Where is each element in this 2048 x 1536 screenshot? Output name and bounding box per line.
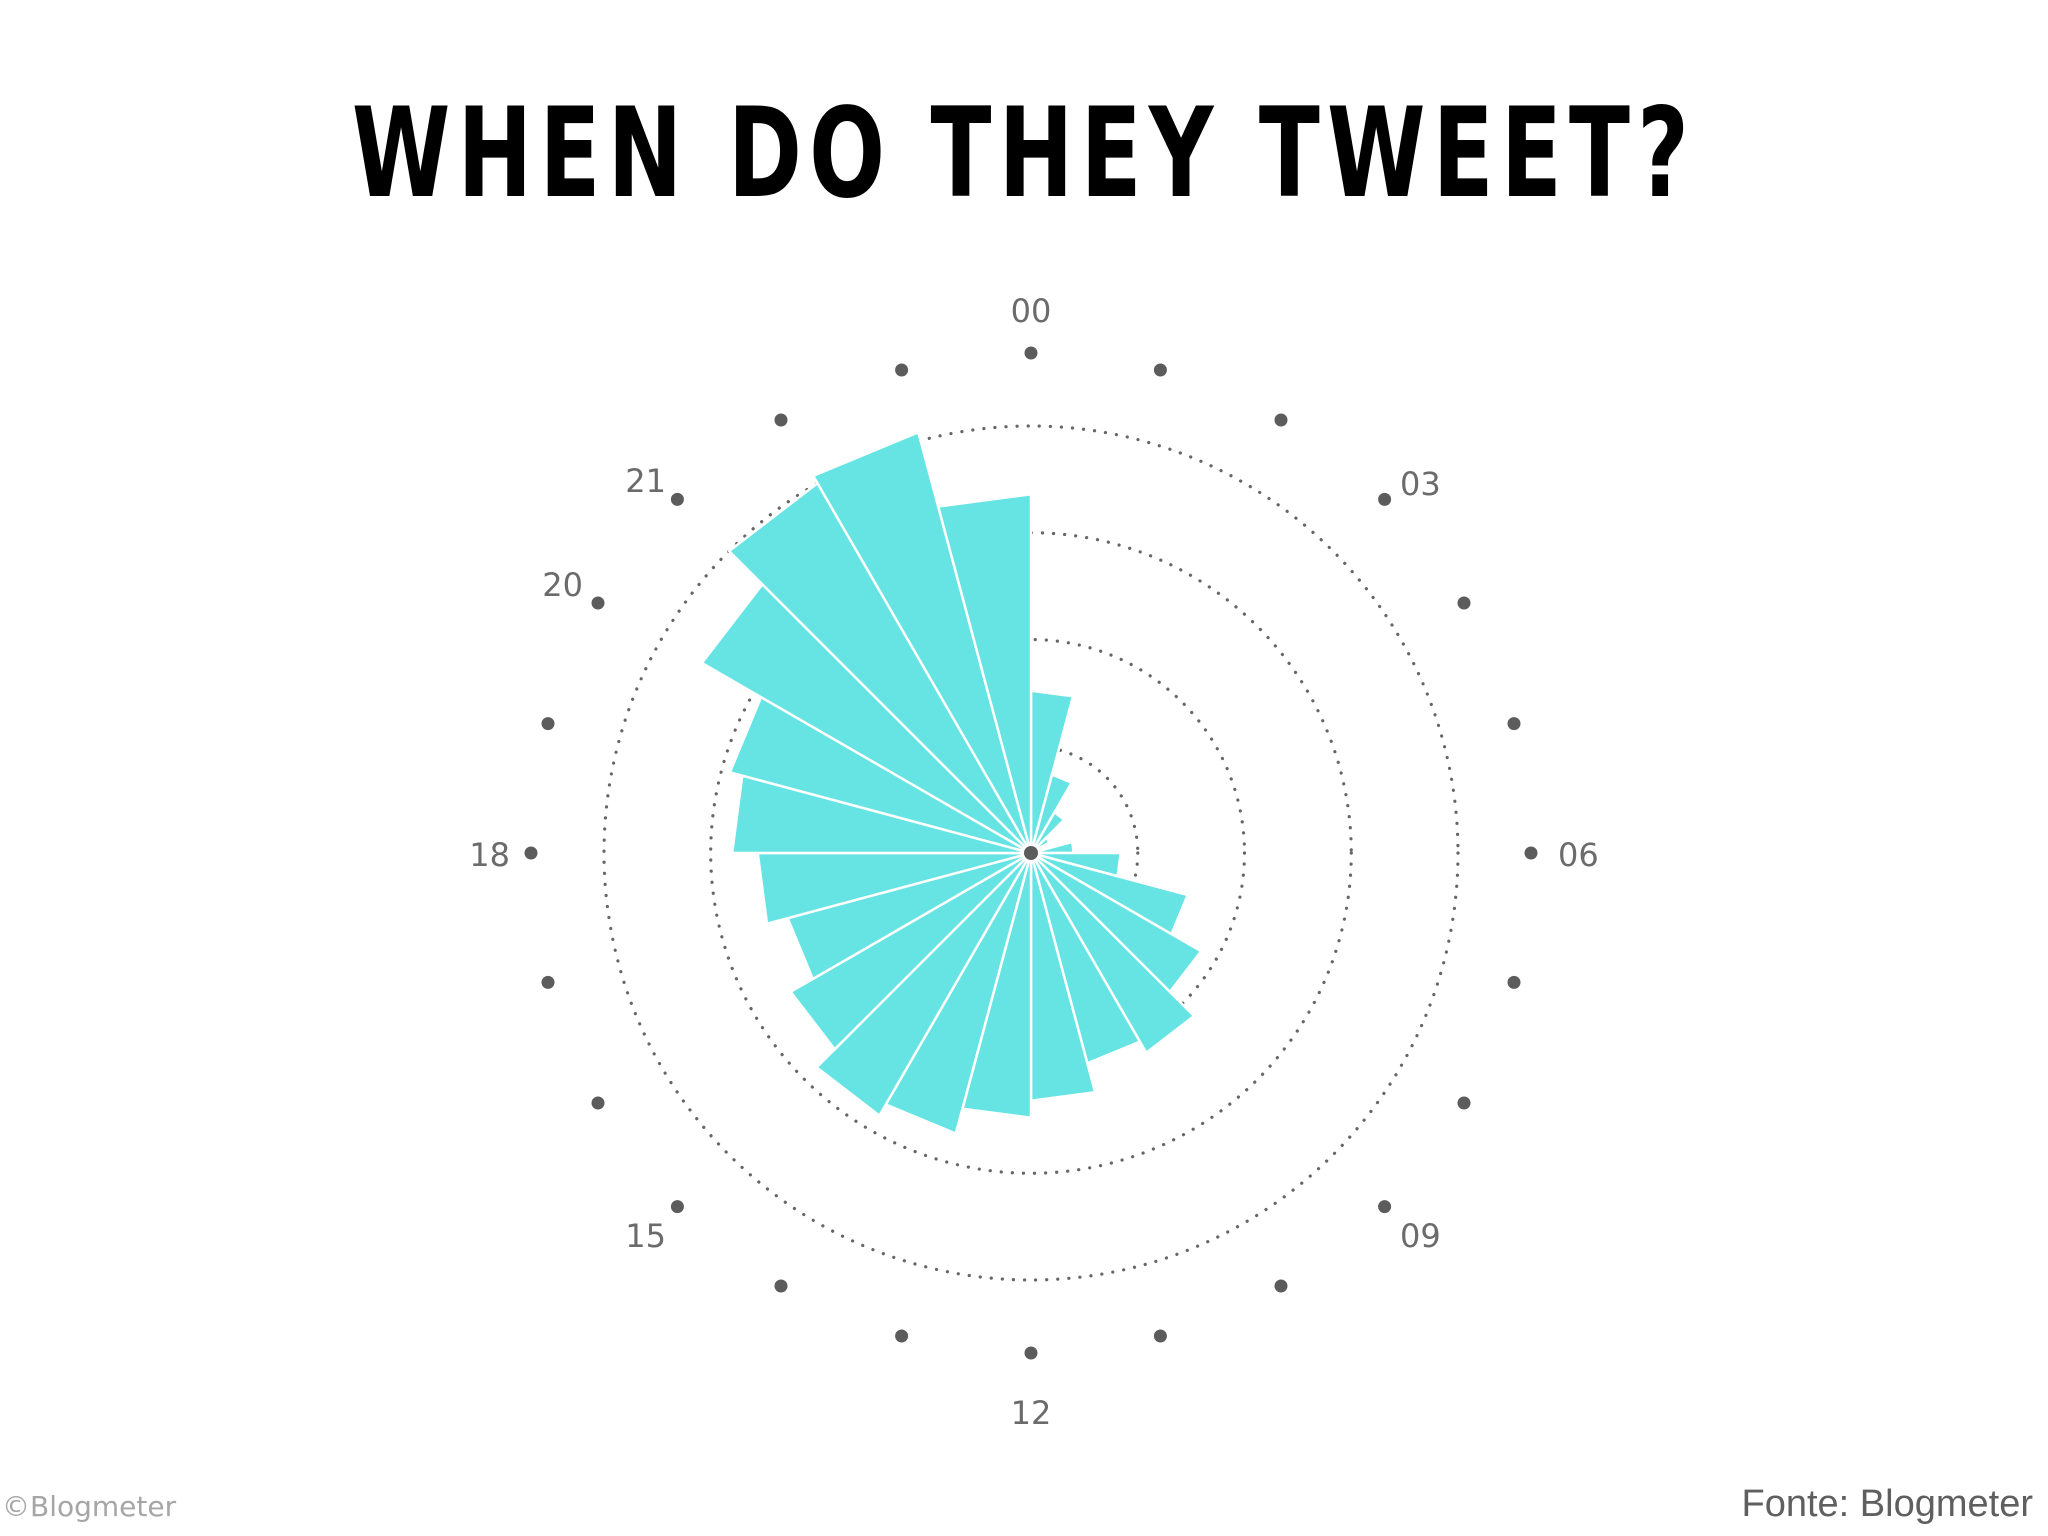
hour-label-20: 20 — [542, 566, 583, 604]
hour-label-15: 15 — [625, 1217, 666, 1255]
hour-label-12: 12 — [1011, 1394, 1052, 1432]
hour-marker-10 — [1274, 1279, 1288, 1293]
hour-marker-05 — [1507, 717, 1521, 731]
hour-marker-16 — [591, 1096, 605, 1110]
ring-4 — [602, 424, 1460, 1282]
chart-title: WHEN DO THEY TWEET? — [351, 82, 1697, 226]
hour-marker-09 — [1378, 1200, 1392, 1214]
center-dot — [1024, 846, 1038, 860]
source-note: Fonte: Blogmeter — [1741, 1483, 2033, 1525]
hour-marker-06 — [1524, 846, 1538, 860]
hour-marker-04 — [1457, 596, 1471, 610]
hour-marker-08 — [1457, 1096, 1471, 1110]
hour-marker-17 — [541, 975, 555, 989]
hour-marker-15 — [670, 1200, 684, 1214]
hour-label-18: 18 — [469, 836, 510, 874]
hour-marker-19 — [541, 717, 555, 731]
hour-marker-14 — [774, 1279, 788, 1293]
hour-label-00: 00 — [1011, 292, 1052, 330]
watermark: ©Blogmeter — [2, 1490, 177, 1523]
hour-marker-23 — [895, 363, 909, 377]
hour-marker-11 — [1153, 1329, 1167, 1343]
ring-2 — [815, 637, 1247, 1069]
hour-marker-20 — [591, 596, 605, 610]
hour-marker-07 — [1507, 975, 1521, 989]
hour-marker-02 — [1274, 413, 1288, 427]
hour-label-03: 03 — [1400, 465, 1441, 503]
hour-label-21: 21 — [625, 462, 666, 500]
hour-marker-03 — [1378, 492, 1392, 506]
bar-hour-02 — [1029, 810, 1067, 854]
hour-marker-18 — [524, 846, 538, 860]
bars-layer — [700, 430, 1203, 1136]
bar-hour-23 — [936, 492, 1033, 854]
hour-marker-21 — [670, 492, 684, 506]
markers-layer — [524, 346, 1538, 1360]
hour-marker-22 — [774, 413, 788, 427]
hour-label-09: 09 — [1400, 1217, 1441, 1255]
hour-marker-13 — [895, 1329, 909, 1343]
hour-marker-01 — [1153, 363, 1167, 377]
labels-layer: 00 03 06 09 12 15 18 20 21 — [469, 292, 1598, 1432]
hour-marker-12 — [1024, 1346, 1038, 1360]
hour-label-06: 06 — [1558, 836, 1599, 874]
hour-marker-00 — [1024, 346, 1038, 360]
